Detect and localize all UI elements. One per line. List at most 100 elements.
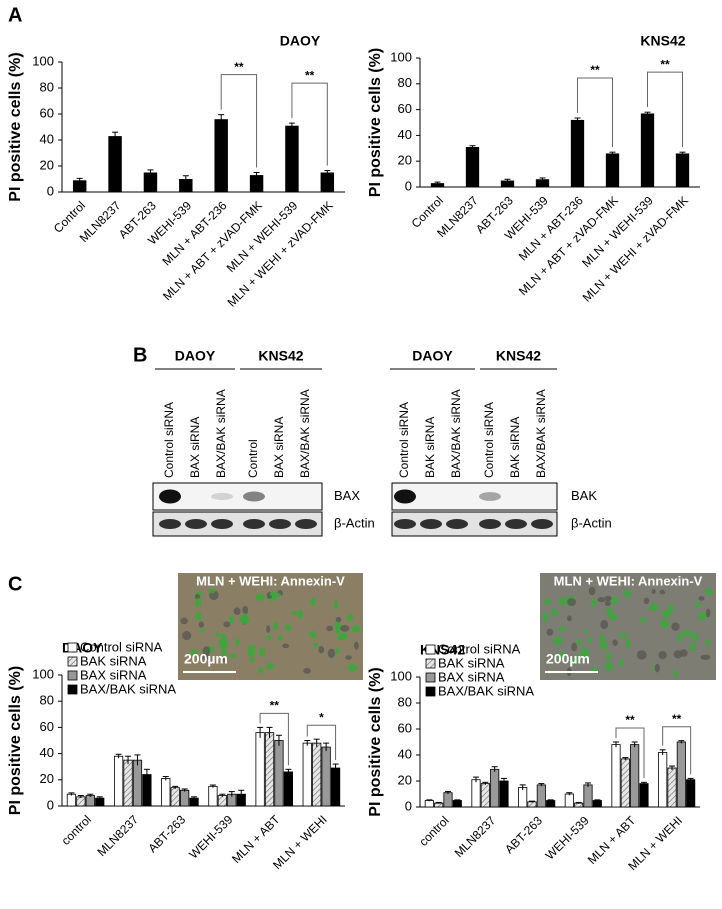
legend-label: Control siRNA (80, 639, 163, 654)
bar (255, 732, 265, 807)
cell (697, 612, 708, 621)
lane-label: Control siRNA (397, 402, 411, 478)
x-tick-label: control (59, 812, 94, 847)
bar (285, 125, 299, 192)
cell (550, 608, 558, 616)
x-tick-label: WEHI-539 (543, 813, 592, 862)
legend-label: BAX/BAK siRNA (438, 683, 534, 698)
bar (217, 795, 227, 807)
y-tick-label: 100 (32, 666, 54, 681)
cell (345, 655, 352, 660)
y-tick-label: 80 (40, 79, 54, 94)
bar (321, 746, 331, 807)
bar (452, 800, 462, 808)
blot-strip (152, 482, 323, 511)
cell (673, 650, 683, 659)
scale-bar-label: 200µm (546, 651, 590, 667)
cell (567, 598, 577, 607)
significance-bracket (615, 727, 645, 779)
legend-label: BAK siRNA (438, 655, 505, 670)
blot-band (420, 519, 442, 529)
cell (623, 589, 631, 598)
significance-label: ** (672, 712, 682, 726)
blot-band (211, 519, 233, 529)
cell (284, 623, 292, 632)
cell (313, 642, 319, 648)
cell (327, 648, 336, 659)
y-axis-label: PI positive cells (%) (7, 52, 24, 201)
x-tick-label: MLN8237 (94, 812, 141, 859)
cell (190, 648, 197, 657)
cell (576, 639, 582, 646)
significance-label: ** (660, 57, 670, 71)
legend-swatch (425, 644, 436, 655)
panel-label: C (8, 573, 22, 595)
bar (639, 783, 649, 808)
cell (619, 633, 628, 638)
bar (113, 755, 124, 807)
cell (578, 653, 587, 659)
legend-label: BAX siRNA (438, 669, 505, 684)
significance-bracket (306, 724, 337, 761)
y-tick-label: 40 (398, 746, 412, 761)
cell (706, 608, 711, 618)
legend-label: BAX siRNA (80, 667, 147, 682)
cell (198, 621, 205, 628)
legend-label: BAK siRNA (80, 653, 147, 668)
bar (180, 789, 190, 807)
cell (335, 616, 342, 623)
lane-label: Control (246, 439, 260, 478)
cell (247, 649, 256, 657)
blot-strip (391, 482, 558, 511)
bar (108, 136, 122, 192)
y-tick-label: 20 (398, 153, 412, 168)
y-tick-label: 0 (47, 183, 54, 198)
y-tick-label: 80 (40, 693, 54, 708)
cell (266, 634, 272, 641)
cell (599, 634, 606, 644)
panel-label: B (133, 344, 147, 366)
blot-strip (152, 511, 323, 537)
cell (258, 667, 264, 674)
cell (619, 659, 624, 667)
lane-label: BAX siRNA (188, 417, 202, 478)
y-tick-label: 80 (398, 694, 412, 709)
bar (518, 787, 528, 808)
significance-label: ** (625, 713, 635, 727)
bar (264, 732, 275, 807)
bar (640, 113, 655, 187)
blot-band (159, 489, 181, 504)
bar (490, 768, 500, 808)
cell (215, 632, 221, 637)
bar (85, 795, 95, 807)
bar (66, 793, 77, 807)
significance-label: ** (234, 60, 244, 74)
legend-label: BAX/BAK siRNA (80, 681, 176, 696)
cell (229, 615, 235, 624)
bar (675, 153, 690, 187)
blot-band (479, 519, 501, 529)
bar (302, 742, 312, 807)
cell (318, 645, 325, 654)
bar (274, 740, 284, 807)
cell (249, 656, 255, 663)
y-tick-label: 60 (398, 101, 412, 116)
lane-label: BAK siRNA (423, 417, 437, 478)
cell (198, 628, 206, 633)
bar (620, 758, 630, 808)
bar (143, 172, 158, 192)
y-tick-label: 0 (405, 798, 412, 813)
cell (604, 600, 611, 607)
bar (471, 779, 481, 808)
bar (430, 183, 445, 187)
cell (207, 588, 216, 594)
micrograph-caption: MLN + WEHI: Annexin-V (196, 573, 345, 588)
cell (588, 586, 596, 596)
y-axis-label: PI positive cells (%) (7, 666, 24, 815)
bar (527, 801, 537, 808)
cell (605, 661, 614, 671)
y-tick-label: 40 (40, 745, 54, 760)
scale-bar-label: 200µm (184, 651, 228, 667)
blot-band (394, 519, 416, 529)
